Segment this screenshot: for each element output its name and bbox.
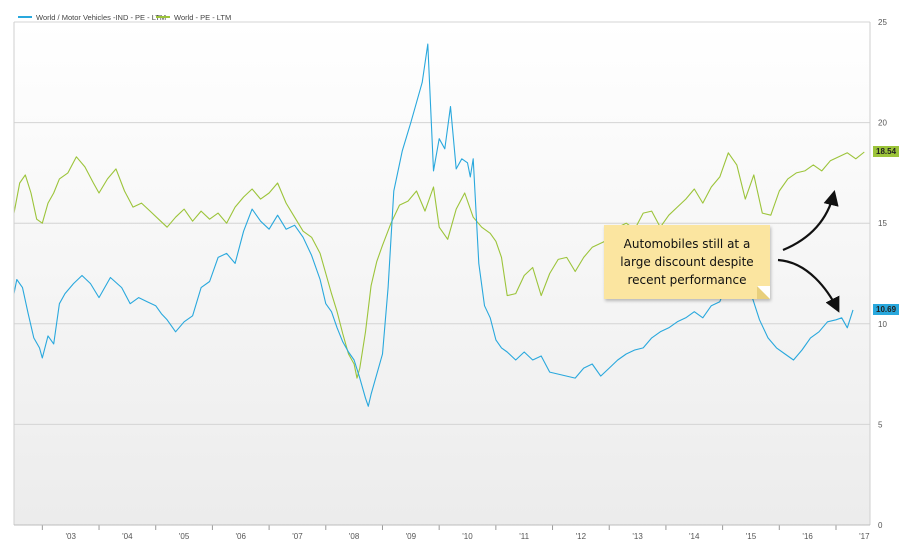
y-tick-label: 10 — [878, 320, 887, 329]
x-tick-label: '06 — [236, 532, 247, 541]
last-value-tag-world: 18.54 — [873, 145, 900, 157]
x-tick-label: '15 — [746, 532, 757, 541]
x-tick-label: '12 — [576, 532, 587, 541]
series-line-motor-vehicles — [13, 43, 854, 407]
y-tick-label: 0 — [878, 521, 883, 530]
legend-swatch-world — [156, 16, 170, 18]
y-tick-label: 5 — [878, 420, 883, 429]
x-tick-label: '13 — [632, 532, 643, 541]
legend-swatch-motor — [18, 16, 32, 18]
x-tick-label: '07 — [292, 532, 303, 541]
sticky-note-fold — [757, 286, 770, 299]
x-tick-label: '04 — [122, 532, 133, 541]
x-tick-label: '03 — [65, 532, 76, 541]
y-tick-label: 25 — [878, 18, 887, 27]
legend-label-motor: World / Motor Vehicles -IND - PE - LTM — [36, 12, 167, 22]
series-line-world — [13, 151, 865, 379]
x-tick-label: '11 — [519, 532, 529, 541]
legend-label-world: World - PE - LTM — [174, 12, 232, 22]
y-tick-label: 20 — [878, 119, 887, 128]
x-tick-label: '16 — [802, 532, 813, 541]
x-tick-label: '09 — [406, 532, 417, 541]
legend-item-motor: World / Motor Vehicles -IND - PE - LTM — [18, 11, 166, 23]
annotation-text: Automobiles still at a large discount de… — [620, 237, 754, 287]
y-tick-label: 15 — [878, 219, 887, 228]
x-tick-label: '10 — [462, 532, 473, 541]
arrow-to-motor — [777, 258, 840, 313]
x-tick-label: '14 — [689, 532, 700, 541]
x-tick-label: '05 — [179, 532, 190, 541]
arrow-to-world — [782, 190, 839, 252]
annotation-sticky-note: Automobiles still at a large discount de… — [604, 225, 770, 299]
x-tick-label: '08 — [349, 532, 360, 541]
last-value-tag-motor: 10.69 — [873, 303, 900, 315]
x-tick-label: '17 — [859, 532, 870, 541]
legend-item-world: World - PE - LTM — [156, 11, 231, 23]
